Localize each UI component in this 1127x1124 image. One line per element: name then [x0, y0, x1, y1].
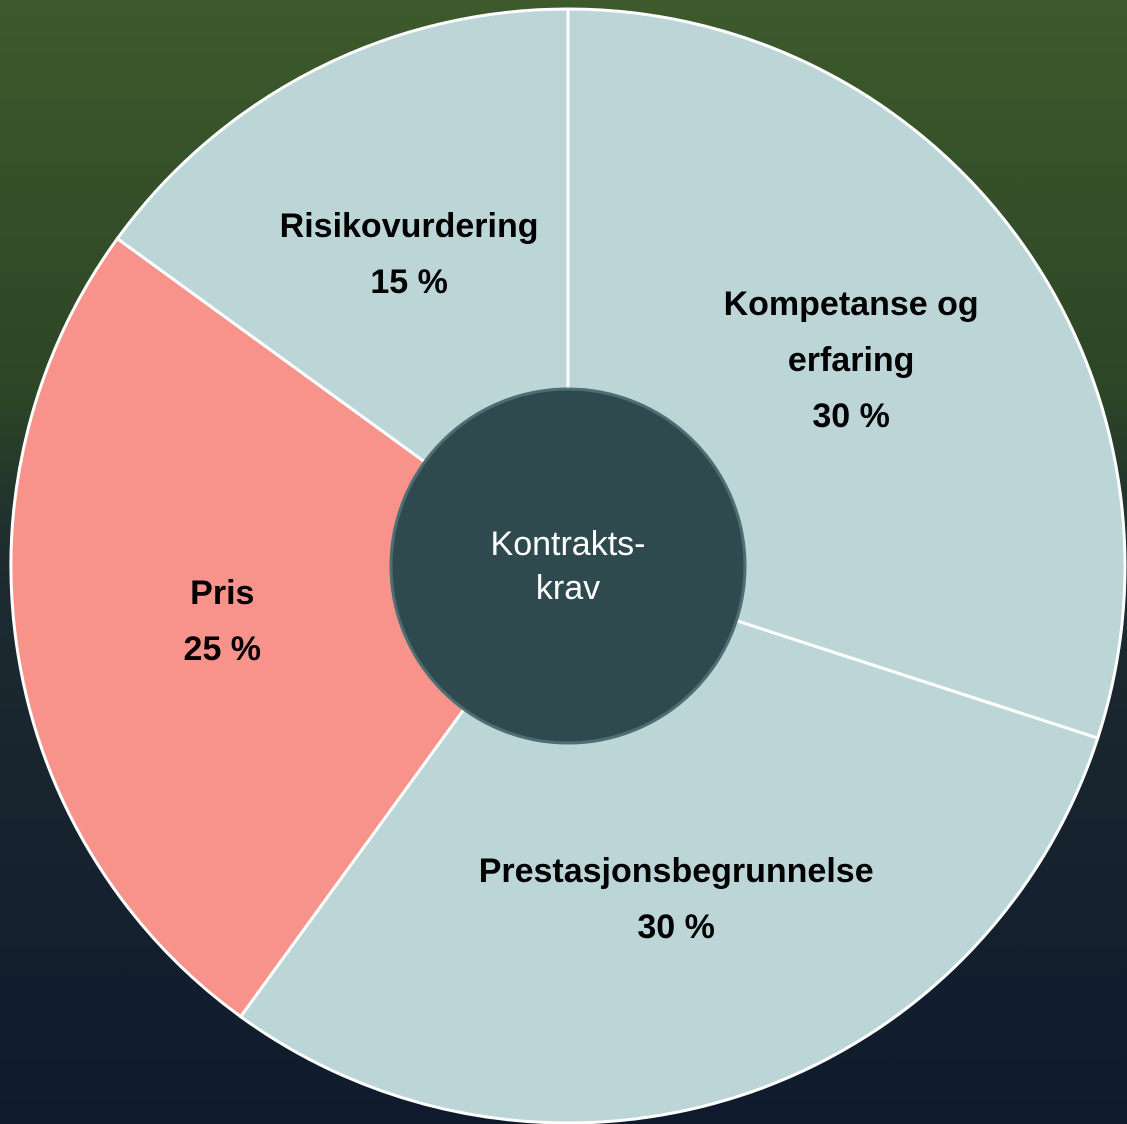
- center-label: Kontrakts- krav: [491, 522, 646, 610]
- slice: [9, 236, 571, 1019]
- slice-value: 30 %: [812, 397, 890, 436]
- slice-value: 30 %: [637, 907, 715, 946]
- center-label-line: Kontrakts-: [490, 525, 646, 563]
- slice: [115, 7, 570, 569]
- slice-name: Pris: [190, 573, 255, 612]
- slice-value: 15 %: [370, 263, 448, 302]
- center-label-line: krav: [535, 569, 601, 607]
- slice: [238, 564, 1100, 1124]
- slice-label: Risikovurdering 15 %: [244, 198, 574, 310]
- slice-label: Pris 25 %: [57, 565, 387, 677]
- slice-label: Prestasjonsbegrunnelse 30 %: [479, 843, 874, 955]
- slice-name: Kompetanse og erfaring: [723, 285, 979, 380]
- slice-name: Risikovurdering: [279, 207, 539, 246]
- slice-label: Kompetanse og erfaring 30 %: [686, 276, 1016, 444]
- center-circle: [389, 387, 747, 745]
- slice-value: 25 %: [183, 629, 262, 668]
- slice-name: Prestasjonsbegrunnelse: [478, 851, 874, 890]
